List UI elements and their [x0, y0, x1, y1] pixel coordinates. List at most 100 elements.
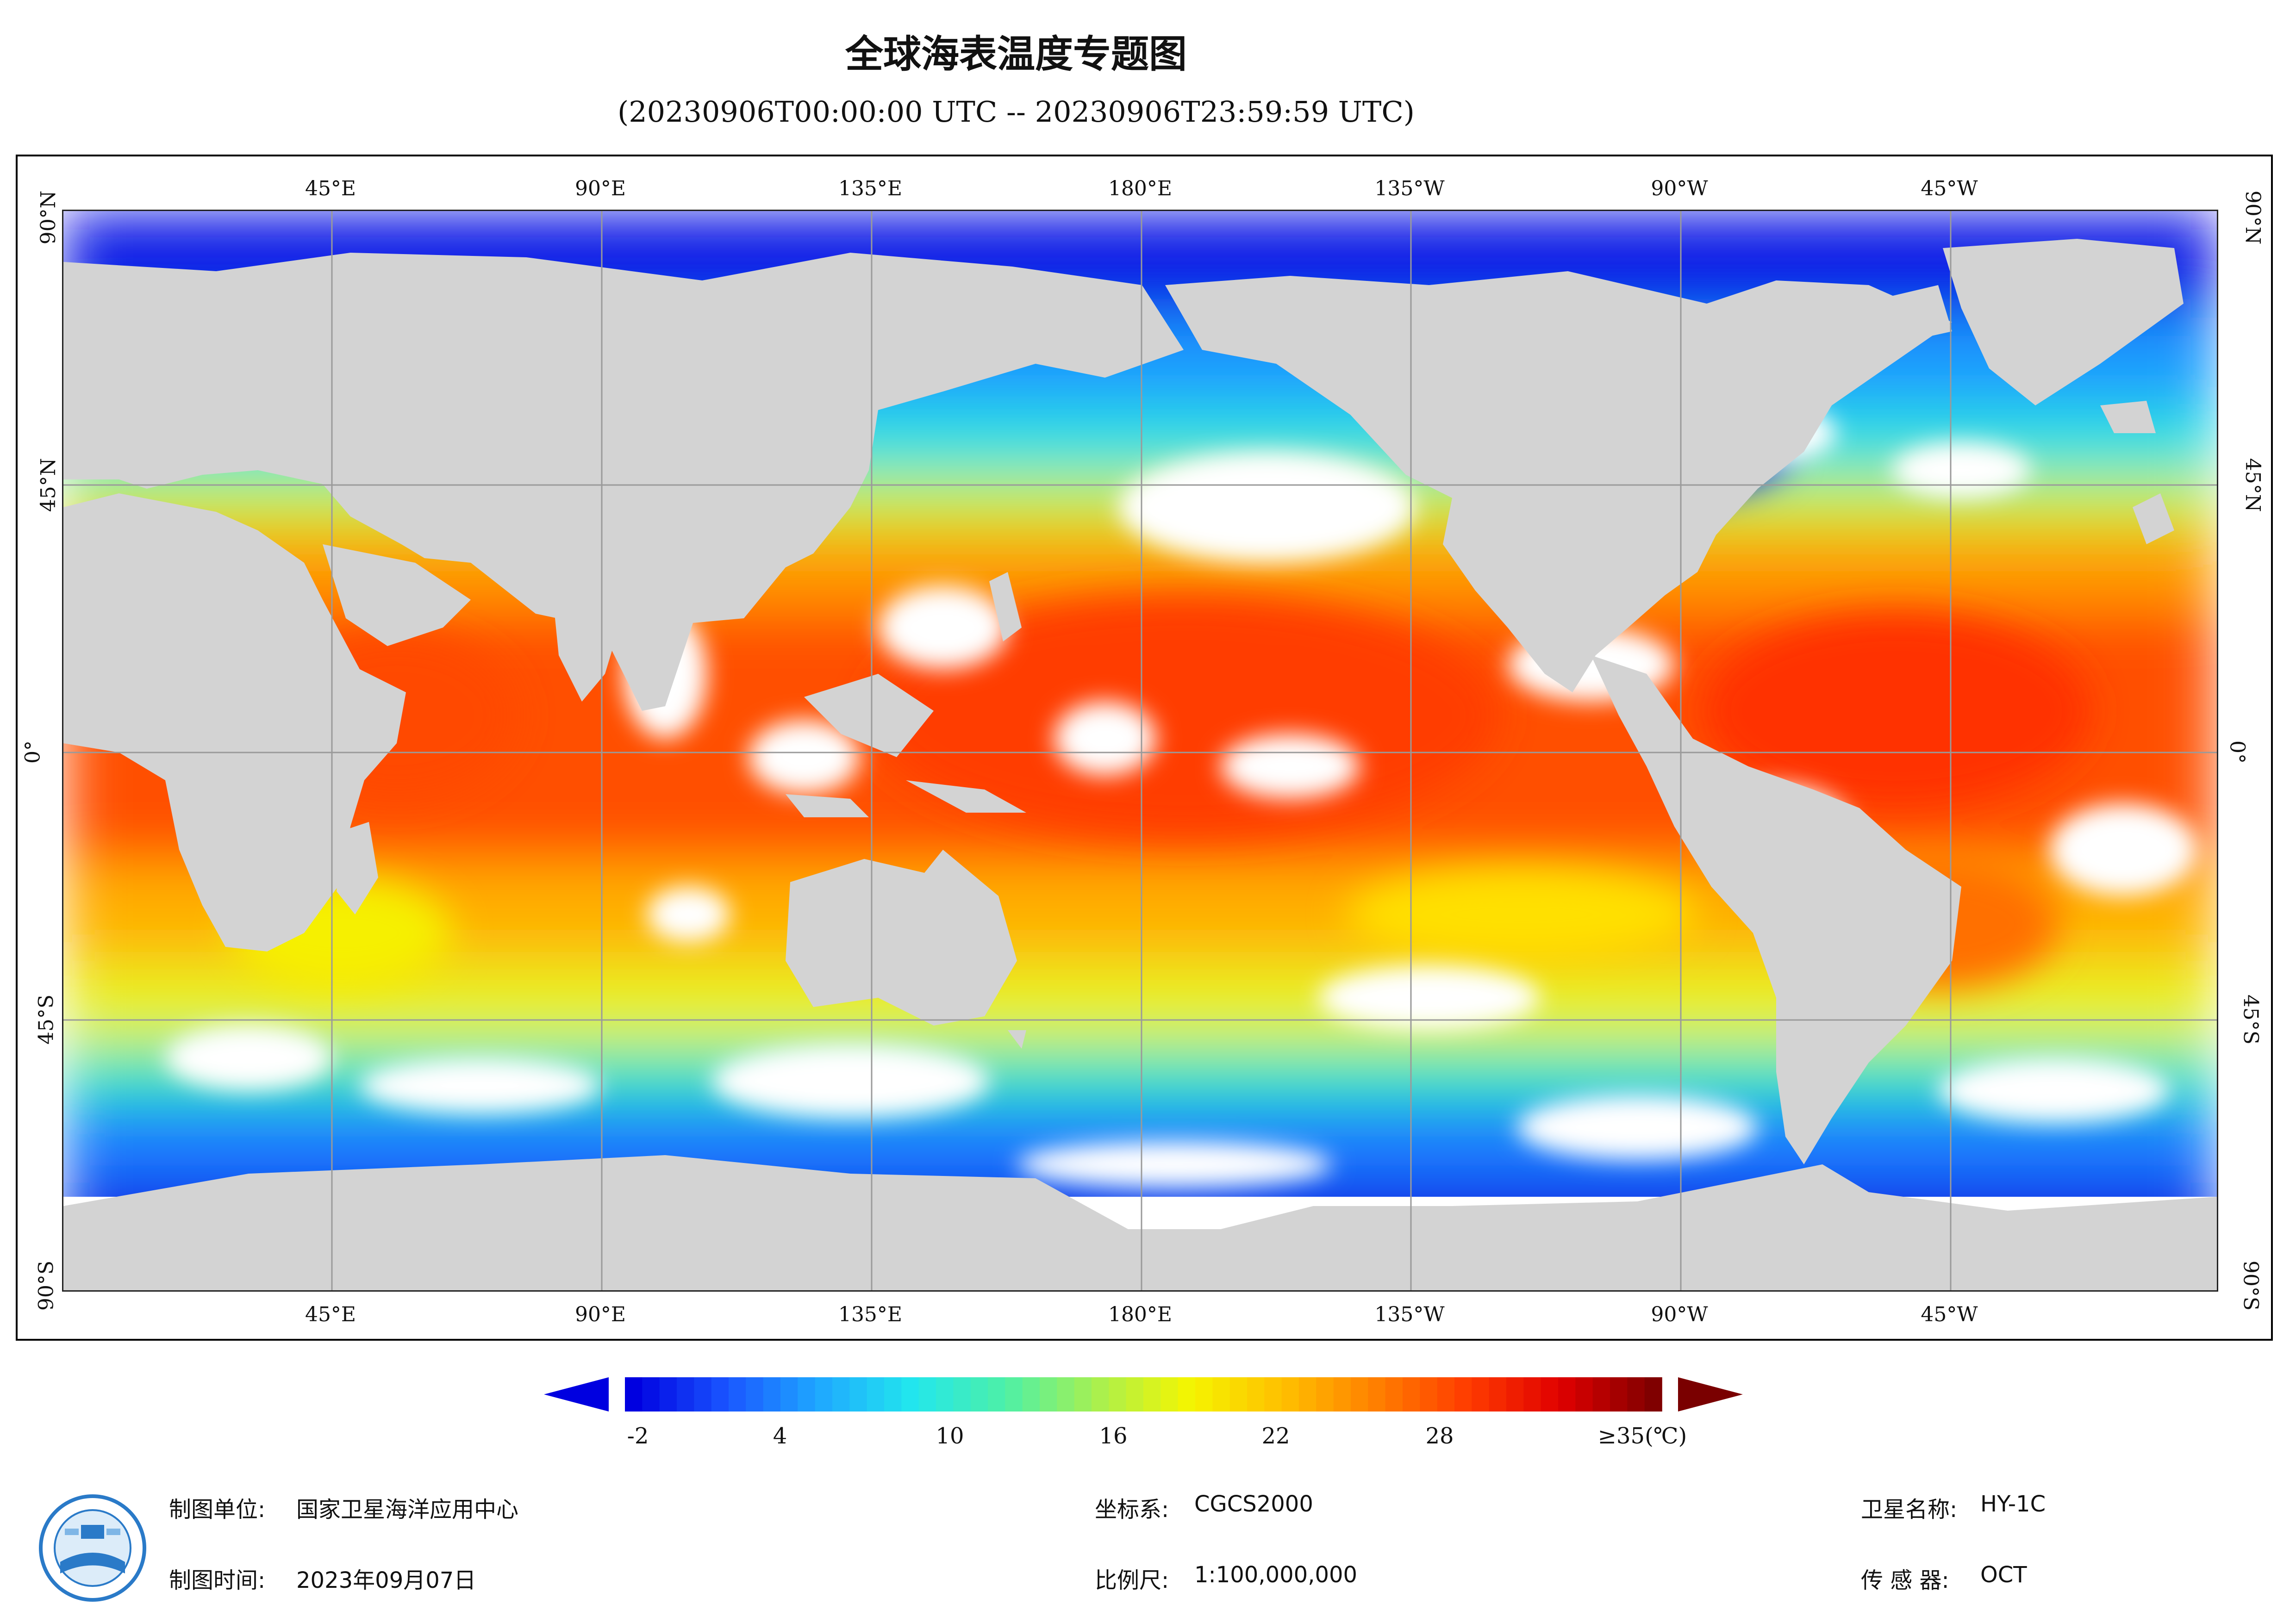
- legend-tick-6: ≥35(℃): [1597, 1423, 1687, 1449]
- legend-swatch: [1627, 1377, 1645, 1412]
- crs-value: CGCS2000: [1194, 1491, 1313, 1517]
- legend-swatch: [625, 1377, 643, 1412]
- crs-label: 坐标系:: [1095, 1497, 1169, 1523]
- lat-label-left-90n: 90°N: [36, 190, 60, 245]
- legend-swatch: [711, 1377, 729, 1412]
- legend-swatch: [1420, 1377, 1438, 1412]
- lat-label-right-45s: 45°S: [2239, 994, 2263, 1045]
- legend-tick-0: -2: [627, 1423, 649, 1449]
- legend-swatch: [746, 1377, 764, 1412]
- lon-label-bottom-135w: 135°W: [1374, 1303, 1445, 1326]
- legend-swatch: [1472, 1377, 1490, 1412]
- lon-label-top-135w: 135°W: [1374, 177, 1445, 200]
- legend-swatch: [1385, 1377, 1403, 1412]
- legend-swatch: [729, 1377, 747, 1412]
- legend-swatch: [1558, 1377, 1576, 1412]
- legend-swatch: [832, 1377, 850, 1412]
- legend-swatch: [1212, 1377, 1230, 1412]
- legend-tick-3: 16: [1099, 1423, 1128, 1449]
- production-date-label: 制图时间:: [169, 1567, 266, 1593]
- scale-label: 比例尺:: [1095, 1567, 1169, 1593]
- legend-swatch: [1610, 1377, 1628, 1412]
- legend-swatch: [1575, 1377, 1593, 1412]
- sst-map[interactable]: [62, 210, 2218, 1292]
- lon-label-top-180e: 180°E: [1108, 177, 1173, 200]
- lon-label-top-135e: 135°E: [838, 177, 903, 200]
- lon-label-bottom-135e: 135°E: [838, 1303, 903, 1326]
- legend-swatch: [1092, 1377, 1110, 1412]
- legend-swatch: [1022, 1377, 1040, 1412]
- legend-swatch: [1229, 1377, 1248, 1412]
- legend-swatch: [1523, 1377, 1541, 1412]
- sst-map-canvas: [63, 211, 2217, 1290]
- lon-label-top-45w: 45°W: [1921, 177, 1978, 200]
- legend-swatch: [988, 1377, 1006, 1412]
- legend-swatch: [1005, 1377, 1023, 1412]
- lat-label-left-0: 0°: [21, 740, 45, 764]
- lat-label-left-45s: 45°S: [34, 994, 58, 1045]
- lon-label-bottom-90e: 90°E: [574, 1303, 626, 1326]
- legend-swatch: [815, 1377, 833, 1412]
- legend-swatch: [1333, 1377, 1351, 1412]
- legend-colorbar: [544, 1377, 1743, 1412]
- lon-label-top-90e: 90°E: [574, 177, 626, 200]
- lon-label-top-90w: 90°W: [1651, 177, 1708, 200]
- nsoas-logo: [37, 1492, 148, 1604]
- lon-label-bottom-45e: 45°E: [305, 1303, 356, 1326]
- legend-swatches: [625, 1377, 1662, 1412]
- producer-label: 制图单位:: [169, 1497, 266, 1523]
- legend-under-arrow: [544, 1377, 609, 1412]
- legend-swatch: [1109, 1377, 1127, 1412]
- legend-swatch: [1351, 1377, 1369, 1412]
- producer-value: 国家卫星海洋应用中心: [296, 1497, 519, 1523]
- legend-swatch: [1126, 1377, 1144, 1412]
- legend-swatch: [1143, 1377, 1161, 1412]
- legend-swatch: [1264, 1377, 1282, 1412]
- legend-swatch: [901, 1377, 919, 1412]
- legend-swatch: [763, 1377, 781, 1412]
- legend-tick-2: 10: [936, 1423, 964, 1449]
- legend-swatch: [970, 1377, 988, 1412]
- legend-swatch: [1281, 1377, 1299, 1412]
- legend-tick-5: 28: [1425, 1423, 1454, 1449]
- legend-swatch: [1437, 1377, 1455, 1412]
- legend-swatch: [798, 1377, 816, 1412]
- legend-swatch: [1195, 1377, 1213, 1412]
- legend-swatch: [953, 1377, 971, 1412]
- production-date-value: 2023年09月07日: [296, 1567, 476, 1593]
- legend-swatch: [1074, 1377, 1092, 1412]
- legend-swatch: [659, 1377, 677, 1412]
- legend-swatch: [1160, 1377, 1179, 1412]
- legend-swatch: [642, 1377, 660, 1412]
- legend-swatch: [1368, 1377, 1386, 1412]
- legend-swatch: [1178, 1377, 1196, 1412]
- legend-swatch: [1489, 1377, 1507, 1412]
- legend-swatch: [867, 1377, 885, 1412]
- legend-swatch: [1454, 1377, 1472, 1412]
- lon-label-top-45e: 45°E: [305, 177, 356, 200]
- sensor-label: 传 感 器:: [1861, 1567, 1949, 1593]
- legend-swatch: [780, 1377, 799, 1412]
- scale-value: 1:100,000,000: [1194, 1562, 1358, 1588]
- legend-swatch: [1403, 1377, 1421, 1412]
- legend-swatch: [884, 1377, 902, 1412]
- lon-label-bottom-45w: 45°W: [1921, 1303, 1978, 1326]
- lat-label-right-90n: 90°N: [2240, 190, 2265, 245]
- lon-label-bottom-90w: 90°W: [1651, 1303, 1708, 1326]
- legend-swatch: [918, 1377, 936, 1412]
- nsoas-logo-emblem: [39, 1494, 146, 1602]
- lat-label-right-0: 0°: [2225, 740, 2249, 764]
- legend-swatch: [936, 1377, 954, 1412]
- legend-swatch: [1541, 1377, 1559, 1412]
- sensor-value: OCT: [1980, 1562, 2027, 1588]
- legend-swatch: [1644, 1377, 1662, 1412]
- legend-swatch: [694, 1377, 712, 1412]
- legend-swatch: [677, 1377, 695, 1412]
- map-title: 全球海表温度专题图: [845, 32, 1187, 76]
- legend-over-arrow: [1678, 1377, 1743, 1412]
- legend-swatch: [1247, 1377, 1265, 1412]
- lat-label-right-45n: 45°N: [2240, 458, 2265, 512]
- temperature-legend: [544, 1374, 1743, 1415]
- lon-label-bottom-180e: 180°E: [1108, 1303, 1173, 1326]
- legend-swatch: [1299, 1377, 1317, 1412]
